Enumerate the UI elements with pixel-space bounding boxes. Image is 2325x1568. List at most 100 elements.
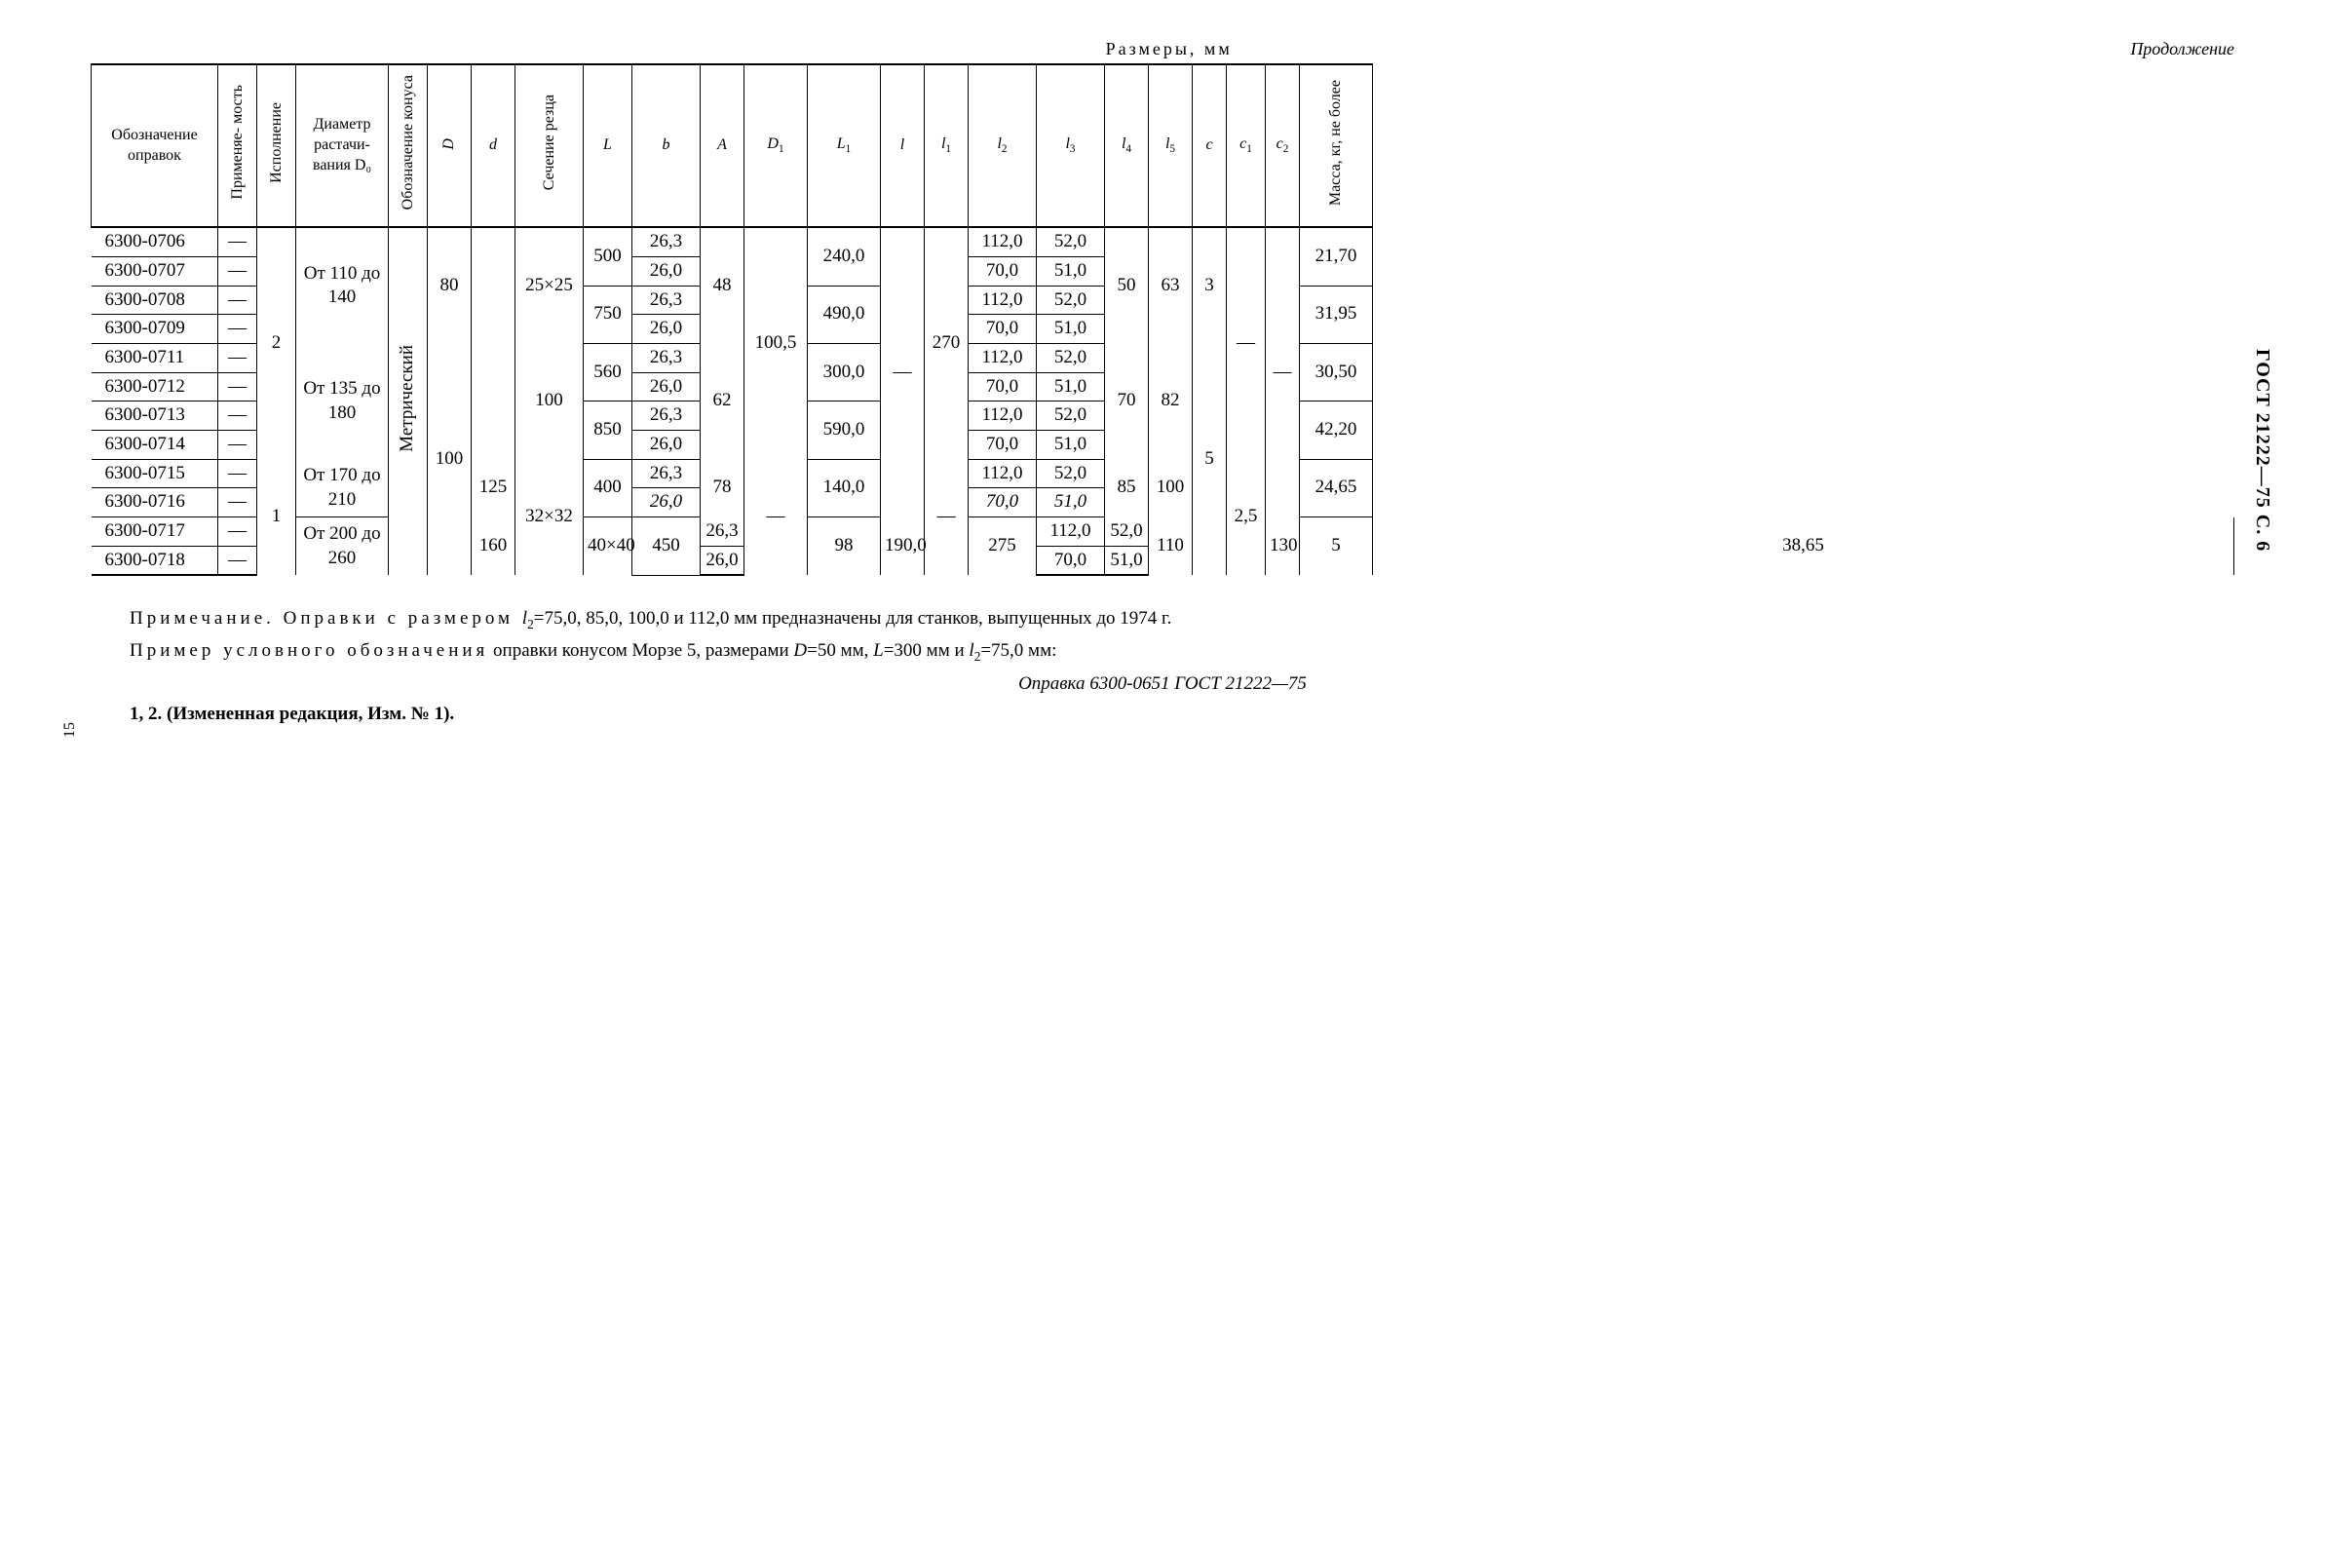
col-b: b bbox=[632, 64, 701, 227]
cell: 400 bbox=[584, 459, 632, 516]
cell: 98 bbox=[808, 517, 881, 576]
header-dimensions: Размеры, мм bbox=[208, 39, 2130, 59]
cell: 51,0 bbox=[1037, 315, 1105, 344]
cell: 190,0 bbox=[881, 517, 925, 576]
col-execution: Исполнение bbox=[257, 64, 296, 227]
cell: 26,0 bbox=[632, 372, 701, 402]
note-text: =75,0, 85,0, 100,0 и 112,0 мм предназнач… bbox=[534, 608, 1172, 629]
cell: 112,0 bbox=[1037, 517, 1105, 547]
cell: 275 bbox=[969, 517, 1037, 576]
cell: 82 bbox=[1149, 343, 1193, 459]
cell: 30,50 bbox=[1300, 343, 1373, 401]
cell: 26,0 bbox=[632, 315, 701, 344]
cell: 450 bbox=[632, 517, 701, 576]
cell: 6300-0706 bbox=[92, 227, 218, 256]
cell: 26,0 bbox=[632, 430, 701, 459]
cell: 70 bbox=[1105, 343, 1149, 459]
cell: 52,0 bbox=[1105, 517, 1149, 547]
cell: 25×25 bbox=[515, 227, 584, 343]
col-bore-diameter: Диаметр растачи- вания D₀ bbox=[296, 64, 389, 227]
notes-block: Примечание. Оправки с размером l2=75,0, … bbox=[91, 605, 2234, 727]
cell: 112,0 bbox=[969, 402, 1037, 431]
cell: 6300-0714 bbox=[92, 430, 218, 459]
cell: 52,0 bbox=[1037, 343, 1105, 372]
cell: 112,0 bbox=[969, 227, 1037, 256]
cell bbox=[472, 227, 515, 459]
cell: — bbox=[218, 546, 257, 575]
cell: 51,0 bbox=[1037, 256, 1105, 286]
cell: — bbox=[218, 227, 257, 256]
cell: 6300-0717 bbox=[92, 517, 218, 547]
cell: — bbox=[1266, 227, 1300, 516]
side-standard-label: ГОСТ 21222—75 С. 6 bbox=[2251, 349, 2273, 552]
cell: 70,0 bbox=[1037, 546, 1105, 575]
col-cone-designation: Обозначение конуса bbox=[389, 64, 428, 227]
col-designation: Обозначение оправок bbox=[92, 64, 218, 227]
cell: — bbox=[218, 256, 257, 286]
cell: 52,0 bbox=[1037, 402, 1105, 431]
cell: — bbox=[218, 517, 257, 547]
cell: От 170 до 210 bbox=[296, 459, 389, 516]
cell: 52,0 bbox=[1037, 286, 1105, 315]
col-l4: l4 bbox=[1105, 64, 1149, 227]
cell: 6300-0707 bbox=[92, 256, 218, 286]
cell: 70,0 bbox=[969, 256, 1037, 286]
cell: 70,0 bbox=[969, 315, 1037, 344]
cell: 2 bbox=[257, 227, 296, 459]
cell: 52,0 bbox=[1037, 227, 1105, 256]
cell: 750 bbox=[584, 286, 632, 343]
cell: 112,0 bbox=[969, 343, 1037, 372]
cell: 50 bbox=[1105, 227, 1149, 343]
cell: 26,3 bbox=[632, 343, 701, 372]
cell: 40×40 bbox=[584, 517, 632, 576]
cell: 32×32 bbox=[515, 459, 584, 575]
cell: 1 bbox=[257, 459, 296, 575]
cell: 560 bbox=[584, 343, 632, 401]
cell: 26,3 bbox=[632, 402, 701, 431]
note-label: Пример условного обозначения bbox=[130, 640, 488, 661]
col-L: L bbox=[584, 64, 632, 227]
cell: 70,0 bbox=[969, 488, 1037, 517]
cell: 6300-0715 bbox=[92, 459, 218, 488]
cell: 6300-0712 bbox=[92, 372, 218, 402]
cell: 112,0 bbox=[969, 286, 1037, 315]
cell: 6300-0708 bbox=[92, 286, 218, 315]
cell: 6300-0713 bbox=[92, 402, 218, 431]
col-mass: Масса, кг, не более bbox=[1300, 64, 1373, 227]
col-A: A bbox=[701, 64, 744, 227]
cell: 6300-0711 bbox=[92, 343, 218, 372]
col-l5: l5 bbox=[1149, 64, 1193, 227]
cell: 21,70 bbox=[1300, 227, 1373, 286]
col-c2: c2 bbox=[1266, 64, 1300, 227]
note-text: =300 мм и bbox=[884, 640, 970, 661]
cell: 112,0 bbox=[969, 459, 1037, 488]
cell: 100,5 bbox=[744, 227, 808, 459]
cell: 110 bbox=[1149, 517, 1193, 576]
cell: 51,0 bbox=[1037, 488, 1105, 517]
cell: 26,3 bbox=[632, 227, 701, 256]
cell: 51,0 bbox=[1105, 546, 1149, 575]
cell: 2,5 bbox=[1227, 459, 1266, 575]
cell: 5 bbox=[1193, 343, 1227, 575]
cell: 31,95 bbox=[1300, 286, 1373, 343]
cell: — bbox=[218, 315, 257, 344]
cell: 6300-0709 bbox=[92, 315, 218, 344]
cell: — bbox=[218, 459, 257, 488]
cell: От 200 до 260 bbox=[296, 517, 389, 576]
header-continuation: Продолжение bbox=[2130, 39, 2234, 59]
cell: — bbox=[1227, 227, 1266, 459]
cell: 26,3 bbox=[632, 286, 701, 315]
table-header-line: Размеры, мм Продолжение bbox=[91, 39, 2234, 59]
cell: 52,0 bbox=[1037, 459, 1105, 488]
note-text: =50 мм, bbox=[807, 640, 873, 661]
col-D: D bbox=[428, 64, 472, 227]
col-L1: L1 bbox=[808, 64, 881, 227]
cell: 80 bbox=[428, 227, 472, 343]
col-l2: l2 bbox=[969, 64, 1037, 227]
cell: Метрический bbox=[389, 227, 428, 575]
cell: 6300-0716 bbox=[92, 488, 218, 517]
note-text: =75,0 мм: bbox=[980, 640, 1056, 661]
cell: 100 bbox=[428, 343, 472, 575]
cell: — bbox=[218, 430, 257, 459]
cell: 48 bbox=[701, 227, 744, 343]
